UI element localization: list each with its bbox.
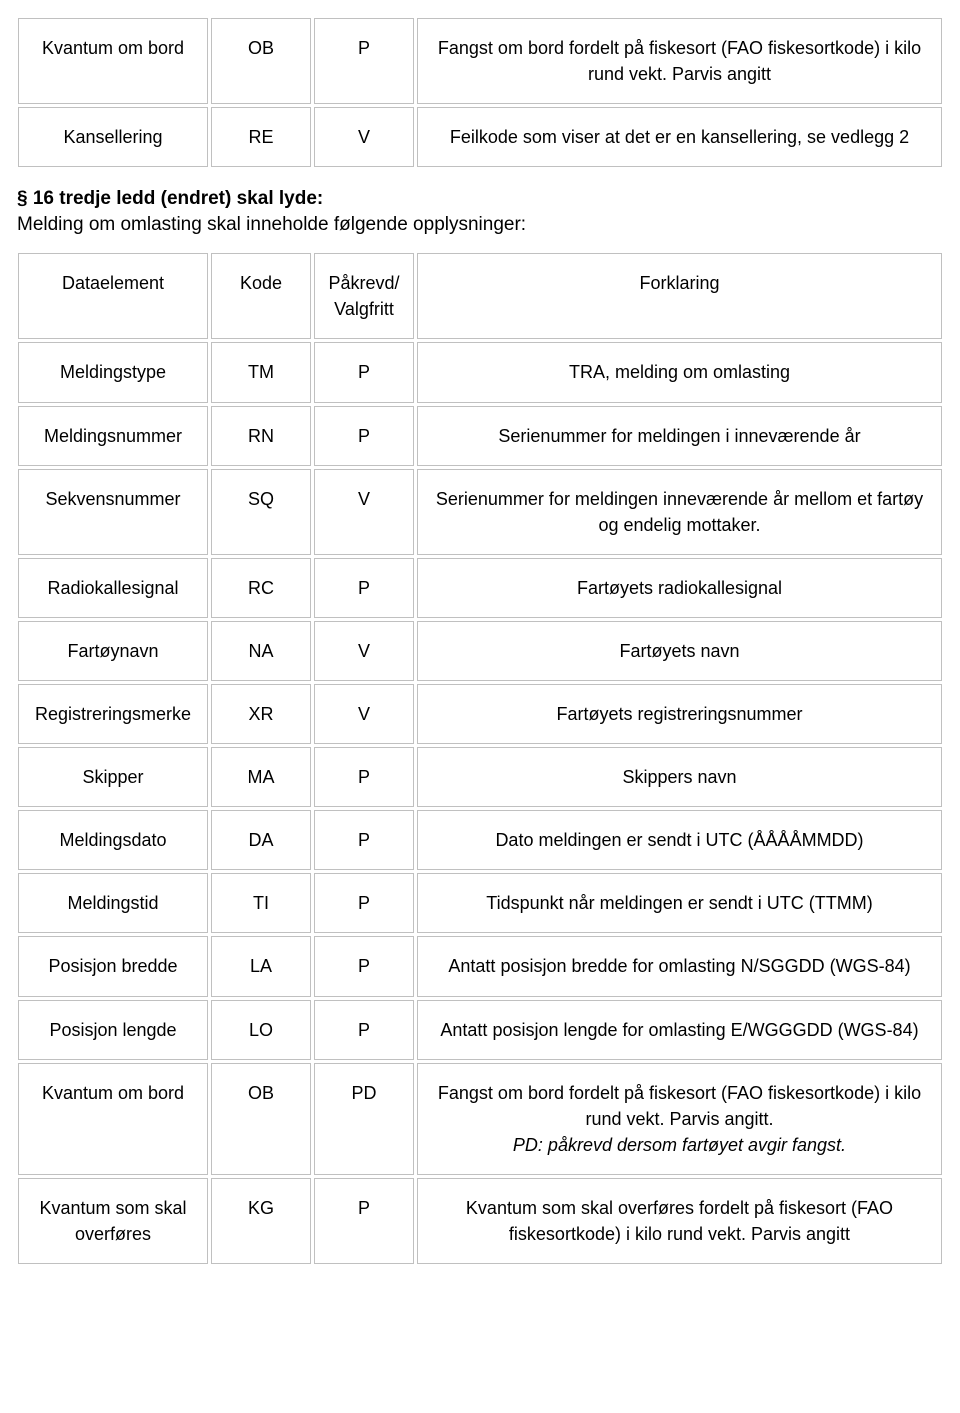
cell-desc: Fangst om bord fordelt på fiskesort (FAO… (417, 1063, 942, 1175)
cell-desc: Fartøyets registreringsnummer (417, 684, 942, 744)
cell-code: LO (211, 1000, 311, 1060)
header-req-line2: Valgfritt (334, 299, 394, 319)
cell-element: Meldingstid (18, 873, 208, 933)
cell-code: MA (211, 747, 311, 807)
cell-element: Kvantum som skal overføres (18, 1178, 208, 1264)
table-row: Meldingsnummer RN P Serienummer for meld… (18, 406, 942, 466)
table-row: Meldingstid TI P Tidspunkt når meldingen… (18, 873, 942, 933)
cell-desc: TRA, melding om omlasting (417, 342, 942, 402)
cell-req: V (314, 684, 414, 744)
cell-desc: Serienummer for meldingen i inneværende … (417, 406, 942, 466)
cell-element: Meldingsnummer (18, 406, 208, 466)
table-row: Sekvensnummer SQ V Serienummer for meldi… (18, 469, 942, 555)
cell-req: P (314, 406, 414, 466)
cell-element: Skipper (18, 747, 208, 807)
table-row: Fartøynavn NA V Fartøyets navn (18, 621, 942, 681)
cell-req: V (314, 107, 414, 167)
cell-req: P (314, 18, 414, 104)
cell-element: Kvantum om bord (18, 18, 208, 104)
cell-element: Meldingstype (18, 342, 208, 402)
cell-element: Radiokallesignal (18, 558, 208, 618)
table-row: Meldingsdato DA P Dato meldingen er send… (18, 810, 942, 870)
cell-element: Posisjon bredde (18, 936, 208, 996)
cell-desc: Fartøyets navn (417, 621, 942, 681)
cell-req: P (314, 342, 414, 402)
cell-req: PD (314, 1063, 414, 1175)
cell-desc: Feilkode som viser at det er en kanselle… (417, 107, 942, 167)
table-row: Radiokallesignal RC P Fartøyets radiokal… (18, 558, 942, 618)
header-desc: Forklaring (417, 253, 942, 339)
cell-desc: Fartøyets radiokallesignal (417, 558, 942, 618)
cell-code: OB (211, 18, 311, 104)
cell-code: NA (211, 621, 311, 681)
cell-element: Posisjon lengde (18, 1000, 208, 1060)
cell-req: V (314, 621, 414, 681)
table-header-row: Dataelement Kode Påkrevd/ Valgfritt Fork… (18, 253, 942, 339)
cell-code: SQ (211, 469, 311, 555)
cell-req: P (314, 558, 414, 618)
cell-desc: Tidspunkt når meldingen er sendt i UTC (… (417, 873, 942, 933)
cell-code: DA (211, 810, 311, 870)
cell-code: XR (211, 684, 311, 744)
cell-code: RC (211, 558, 311, 618)
desc-line2-italic: PD: påkrevd dersom fartøyet avgir fangst… (513, 1135, 846, 1155)
cell-code: LA (211, 936, 311, 996)
table-row: Kvantum om bord OB PD Fangst om bord for… (18, 1063, 942, 1175)
cell-req: P (314, 747, 414, 807)
cell-req: P (314, 810, 414, 870)
cell-code: OB (211, 1063, 311, 1175)
header-req: Påkrevd/ Valgfritt (314, 253, 414, 339)
cell-desc: Skippers navn (417, 747, 942, 807)
table-row: Kvantum som skal overføres KG P Kvantum … (18, 1178, 942, 1264)
table-row: Meldingstype TM P TRA, melding om omlast… (18, 342, 942, 402)
cell-desc: Antatt posisjon bredde for omlasting N/S… (417, 936, 942, 996)
table-top: Kvantum om bord OB P Fangst om bord ford… (15, 15, 945, 170)
cell-code: KG (211, 1178, 311, 1264)
table-row: Registreringsmerke XR V Fartøyets regist… (18, 684, 942, 744)
section-heading: § 16 tredje ledd (endret) skal lyde: (17, 188, 945, 210)
cell-desc: Antatt posisjon lengde for omlasting E/W… (417, 1000, 942, 1060)
header-element: Dataelement (18, 253, 208, 339)
cell-element: Kvantum om bord (18, 1063, 208, 1175)
cell-req: V (314, 469, 414, 555)
cell-desc: Fangst om bord fordelt på fiskesort (FAO… (417, 18, 942, 104)
cell-element: Registreringsmerke (18, 684, 208, 744)
section-subheading: Melding om omlasting skal inneholde følg… (17, 214, 945, 236)
table-row: Kansellering RE V Feilkode som viser at … (18, 107, 942, 167)
desc-line1: Fangst om bord fordelt på fiskesort (FAO… (438, 1083, 921, 1129)
cell-element: Fartøynavn (18, 621, 208, 681)
table-row: Kvantum om bord OB P Fangst om bord ford… (18, 18, 942, 104)
cell-req: P (314, 1178, 414, 1264)
cell-req: P (314, 873, 414, 933)
cell-code: TI (211, 873, 311, 933)
table-row: Posisjon lengde LO P Antatt posisjon len… (18, 1000, 942, 1060)
table-row: Posisjon bredde LA P Antatt posisjon bre… (18, 936, 942, 996)
table-row: Skipper MA P Skippers navn (18, 747, 942, 807)
cell-element: Meldingsdato (18, 810, 208, 870)
cell-code: TM (211, 342, 311, 402)
cell-code: RN (211, 406, 311, 466)
cell-desc: Kvantum som skal overføres fordelt på fi… (417, 1178, 942, 1264)
cell-desc: Serienummer for meldingen inneværende år… (417, 469, 942, 555)
header-req-line1: Påkrevd/ (328, 273, 399, 293)
table-main: Dataelement Kode Påkrevd/ Valgfritt Fork… (15, 250, 945, 1267)
header-code: Kode (211, 253, 311, 339)
cell-req: P (314, 936, 414, 996)
cell-element: Kansellering (18, 107, 208, 167)
cell-req: P (314, 1000, 414, 1060)
cell-code: RE (211, 107, 311, 167)
cell-desc: Dato meldingen er sendt i UTC (ÅÅÅÅMMDD) (417, 810, 942, 870)
cell-element: Sekvensnummer (18, 469, 208, 555)
